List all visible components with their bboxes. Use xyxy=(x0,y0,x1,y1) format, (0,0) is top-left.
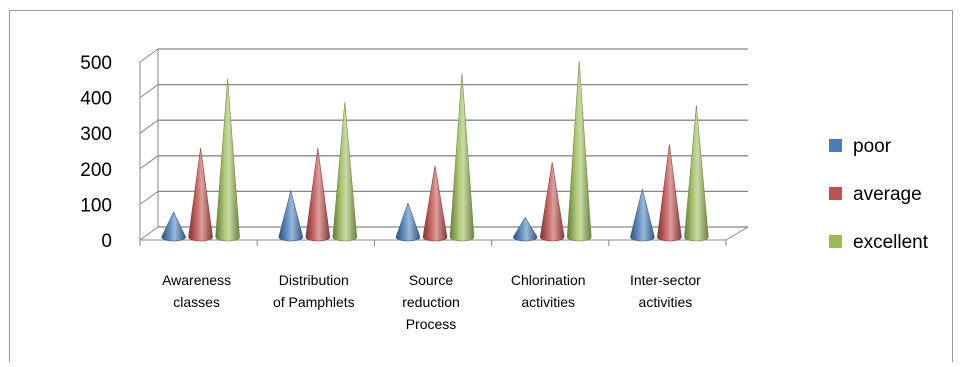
legend-label-poor: poor xyxy=(853,136,892,157)
category-label: classes xyxy=(173,294,220,310)
chart-frame xyxy=(9,10,953,362)
category-label: activities xyxy=(639,294,693,310)
category-label: Process xyxy=(406,316,457,332)
category-label: Chlorination xyxy=(511,272,586,288)
cone-poor xyxy=(630,188,655,242)
category-label: reduction xyxy=(402,294,460,310)
cone-poor xyxy=(278,189,304,242)
cone-poor xyxy=(512,216,538,242)
cone-average xyxy=(305,147,331,242)
gridline-side xyxy=(139,226,159,241)
cone-average xyxy=(188,147,213,242)
gridline-side xyxy=(139,48,159,63)
legend-label-excellent: excellent xyxy=(853,232,929,253)
gridline-side xyxy=(139,190,159,205)
cone-excellent xyxy=(449,73,475,242)
legend-swatch-poor xyxy=(829,139,842,152)
category-label: Awareness xyxy=(162,272,231,288)
category-label: Inter-sector xyxy=(630,272,701,288)
cone-average xyxy=(657,144,682,242)
data-cones xyxy=(161,60,709,242)
gridline-side xyxy=(139,155,159,170)
category-label: of Pamphlets xyxy=(273,294,355,310)
cone-excellent xyxy=(566,60,592,242)
legend-label-average: average xyxy=(853,184,922,205)
y-tick-label: 0 xyxy=(101,231,112,252)
category-label: Distribution xyxy=(279,272,349,288)
y-tick-label: 400 xyxy=(80,89,112,110)
category-label: Source xyxy=(409,272,454,288)
cone-excellent xyxy=(332,101,358,242)
y-axis-ticks: 0 100 200 300 400 500 xyxy=(80,53,112,252)
cone-average xyxy=(539,162,565,242)
cone-average xyxy=(422,165,448,242)
legend: poor average excellent xyxy=(829,136,929,253)
y-tick-label: 500 xyxy=(80,53,112,74)
gridline-side xyxy=(139,119,159,134)
y-tick-label: 100 xyxy=(80,195,112,216)
category-label: activities xyxy=(521,294,575,310)
legend-swatch-average xyxy=(829,187,842,200)
gridline-side xyxy=(139,84,159,99)
cone-poor xyxy=(395,202,421,242)
y-tick-label: 200 xyxy=(80,160,112,181)
legend-swatch-excellent xyxy=(829,235,842,248)
floor-right-edge xyxy=(725,226,749,241)
y-tick-label: 300 xyxy=(80,124,112,145)
cone-poor xyxy=(161,211,186,242)
cone-excellent xyxy=(684,105,709,242)
cone-excellent xyxy=(215,78,240,242)
category-labels: Awareness classes Distribution of Pamphlets… xyxy=(162,272,701,332)
